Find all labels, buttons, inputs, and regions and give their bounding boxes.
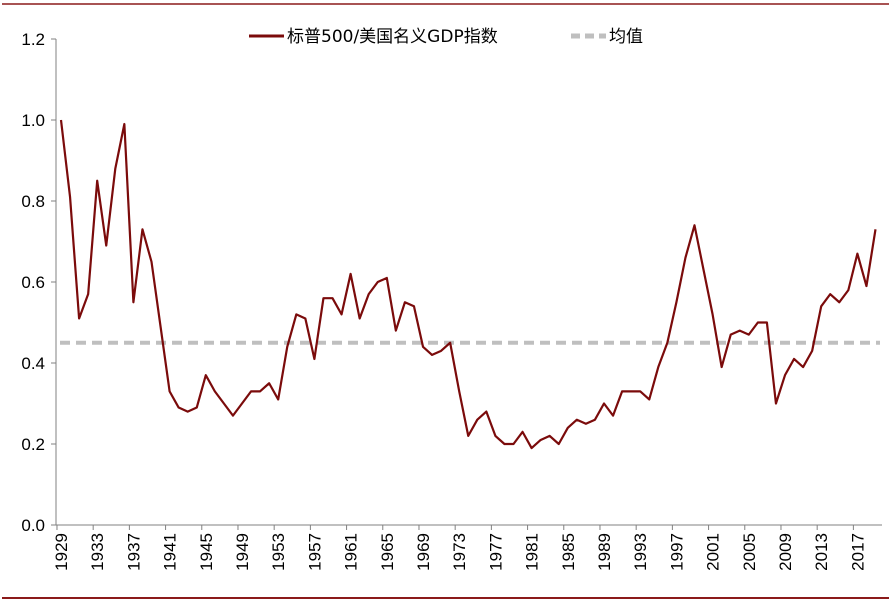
x-axis: 1929 1933 1937 1941 1945 1949 1953 1957 1961 1965… (52, 524, 882, 571)
x-tick-label: 2001 (704, 533, 723, 571)
x-tick-label: 1997 (667, 533, 686, 571)
x-tick-label: 1953 (269, 533, 288, 571)
x-tick-label: 2005 (740, 533, 759, 571)
x-tick-label: 2013 (812, 533, 831, 571)
x-tick-label: 1989 (595, 533, 614, 571)
x-tick-label: 2017 (848, 533, 867, 571)
x-tick-label: 1929 (52, 533, 71, 571)
x-tick-label: 1933 (88, 533, 107, 571)
y-tick-label: 0.0 (21, 516, 45, 535)
x-tick-label: 1977 (486, 533, 505, 571)
x-tick-label: 1957 (305, 533, 324, 571)
legend: 标普500/美国名义GDP指数 均值 (249, 27, 643, 47)
series-group (59, 119, 880, 450)
series-ratio-line (59, 119, 877, 450)
y-tick-label: 0.6 (21, 273, 45, 292)
x-tick-label: 1981 (523, 533, 542, 571)
x-tick-label: 1973 (450, 533, 469, 571)
x-tick-label: 1993 (631, 533, 650, 571)
legend-label-mean: 均值 (609, 27, 643, 47)
y-tick-label: 0.4 (21, 354, 45, 373)
x-tick-label: 1969 (414, 533, 433, 571)
y-tick-label: 1.0 (21, 111, 45, 130)
y-tick-label: 0.2 (21, 435, 45, 454)
y-axis: 0.0 0.2 0.4 0.6 0.8 1.0 1.2 (21, 30, 57, 535)
x-tick-label: 1937 (124, 533, 143, 571)
x-tick-label: 1945 (197, 533, 216, 571)
y-tick-label: 1.2 (21, 30, 45, 49)
x-tick-label: 2009 (776, 533, 795, 571)
x-tick-label: 1941 (161, 533, 180, 571)
x-tick-label: 1961 (342, 533, 361, 571)
legend-label-ratio: 标普500/美国名义GDP指数 (287, 27, 498, 47)
x-tick-label: 1949 (233, 533, 252, 571)
x-tick-label: 1985 (559, 533, 578, 571)
x-tick-label: 1965 (378, 533, 397, 571)
y-tick-label: 0.8 (21, 192, 45, 211)
